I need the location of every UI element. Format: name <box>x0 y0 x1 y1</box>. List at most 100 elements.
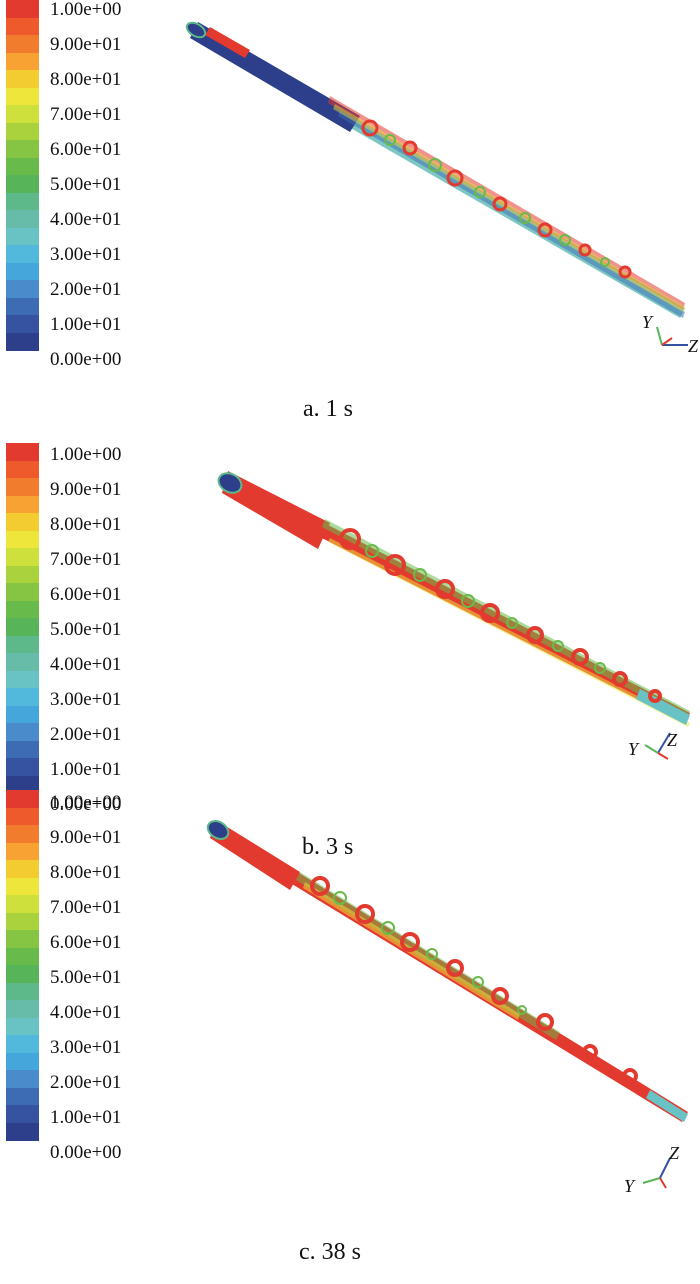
legend-swatch <box>6 513 39 531</box>
legend-swatch <box>6 157 39 176</box>
y-axis-arrow <box>656 326 663 346</box>
legend-swatch <box>6 965 39 983</box>
legend-tick: 4.00e+01 <box>50 209 122 230</box>
legend-swatch <box>6 17 39 36</box>
legend-swatch <box>6 122 39 141</box>
x-axis-arrow <box>661 337 673 346</box>
legend-swatch <box>6 0 39 18</box>
legend-swatch <box>6 825 39 843</box>
legend-swatch <box>6 1087 39 1106</box>
legend-tick: 0.00e+00 <box>50 1142 122 1163</box>
panel-caption: c. 38 s <box>299 1239 361 1265</box>
legend-swatch <box>6 947 39 966</box>
legend-swatch <box>6 105 39 123</box>
legend-swatch <box>6 670 39 689</box>
panel-a: 1.00e+00 9.00e+01 8.00e+01 7.00e+01 6.00… <box>0 0 700 430</box>
legend-swatch <box>6 280 39 298</box>
legend-swatch <box>6 930 39 948</box>
axis-label-z: Z <box>669 1143 680 1163</box>
legend-swatch <box>6 790 39 808</box>
legend-tick: 5.00e+01 <box>50 174 122 195</box>
legend-tick: 4.00e+01 <box>50 1002 122 1023</box>
legend-swatch <box>6 1035 39 1053</box>
legend-tick: 9.00e+01 <box>50 479 122 500</box>
legend-swatch <box>6 775 39 794</box>
legend-swatch <box>6 1122 39 1141</box>
legend-swatch <box>6 70 39 88</box>
legend-swatch <box>6 618 39 636</box>
x-axis-arrow <box>657 752 669 760</box>
legend-swatch <box>6 315 39 333</box>
z-axis-arrow <box>657 732 671 754</box>
legend-swatch <box>6 1000 39 1018</box>
legend-tick: 6.00e+01 <box>50 584 122 605</box>
legend-swatch <box>6 192 39 211</box>
legend-tick: 7.00e+01 <box>50 549 122 570</box>
axis-triad: Z Y <box>624 1143 680 1196</box>
legend-swatch <box>6 460 39 479</box>
legend-tick: 5.00e+01 <box>50 619 122 640</box>
legend-swatch <box>6 210 39 228</box>
axis-label-y: Y <box>628 739 640 759</box>
legend-swatch <box>6 1070 39 1088</box>
legend-swatch <box>6 1105 39 1123</box>
legend-tick: 1.00e+01 <box>50 759 122 780</box>
legend-swatch <box>6 262 39 281</box>
legend-tick: 2.00e+01 <box>50 279 122 300</box>
legend-swatch <box>6 565 39 584</box>
legend-swatch <box>6 877 39 896</box>
legend-tick: 2.00e+01 <box>50 1072 122 1093</box>
legend-tick: 1.00e+01 <box>50 314 122 335</box>
legend-tick: 5.00e+01 <box>50 967 122 988</box>
pipe-inlet <box>217 472 243 494</box>
legend-swatch <box>6 495 39 514</box>
pipe-render: Z Y <box>206 820 688 1196</box>
pipe-inlet <box>206 820 230 840</box>
axis-triad: Y Z <box>642 312 699 356</box>
pipe-swirls-green <box>333 891 527 1015</box>
y-axis-arrow <box>642 1177 661 1184</box>
legend-swatch <box>6 175 39 193</box>
legend-tick: 8.00e+01 <box>50 69 122 90</box>
legend-swatch <box>6 740 39 759</box>
legend-swatch <box>6 227 39 246</box>
legend-swatch <box>6 443 39 461</box>
legend-swatch <box>6 583 39 601</box>
legend-swatch <box>6 912 39 931</box>
legend-swatch <box>6 895 39 913</box>
legend-swatch <box>6 635 39 654</box>
legend-swatch <box>6 653 39 671</box>
legend-tick: 7.00e+01 <box>50 104 122 125</box>
legend-swatch <box>6 140 39 158</box>
z-axis-arrow <box>659 1157 671 1179</box>
legend-tick: 1.00e+00 <box>50 0 122 20</box>
legend-swatch <box>6 688 39 706</box>
legend-tick: 2.00e+01 <box>50 724 122 745</box>
legend-swatch <box>6 245 39 263</box>
pipe-render: Y Z <box>217 471 690 760</box>
legend-swatch <box>6 297 39 316</box>
legend-swatch <box>6 758 39 776</box>
legend-tick: 9.00e+01 <box>50 827 122 848</box>
legend-tick: 4.00e+01 <box>50 654 122 675</box>
pipe-render: Y Z <box>185 21 699 356</box>
legend-tick: 1.00e+00 <box>50 444 122 465</box>
pipe-swirls <box>361 119 632 279</box>
axis-triad: Y Z <box>628 730 678 760</box>
legend-swatch <box>6 982 39 1001</box>
legend-swatch <box>6 1052 39 1071</box>
legend-swatch <box>6 705 39 724</box>
legend-swatch <box>6 842 39 861</box>
legend-swatch <box>6 530 39 549</box>
pipe-swirls <box>310 876 638 1084</box>
legend-swatch <box>6 1017 39 1036</box>
legend-tick: 8.00e+01 <box>50 514 122 535</box>
axis-label-z: Z <box>667 730 678 750</box>
x-axis-arrow <box>659 1177 667 1189</box>
panel-caption: b. 3 s <box>302 834 354 860</box>
panel-b: 1.00e+00 9.00e+01 8.00e+01 7.00e+01 6.00… <box>0 443 700 873</box>
legend-swatch <box>6 87 39 106</box>
legend-tick: 6.00e+01 <box>50 932 122 953</box>
legend-swatch <box>6 723 39 741</box>
panel-c: 1.00e+00 9.00e+01 8.00e+01 7.00e+01 6.00… <box>0 790 700 1284</box>
